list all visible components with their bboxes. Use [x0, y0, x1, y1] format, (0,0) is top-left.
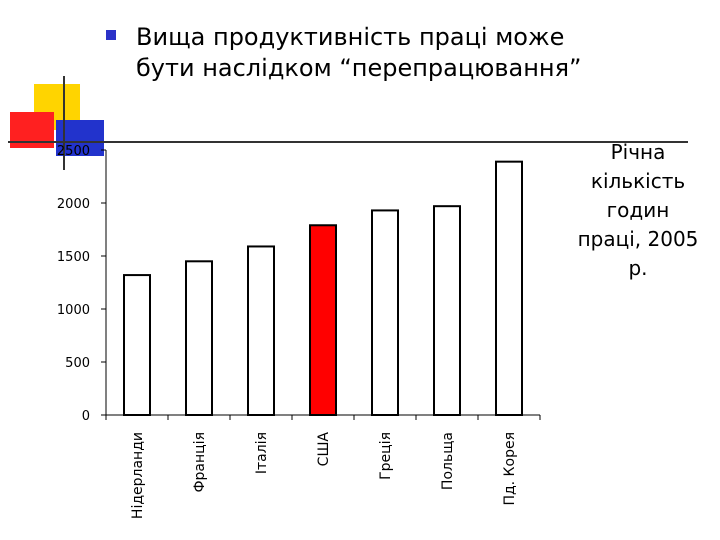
bar	[247, 245, 275, 416]
side-note-line-1: Річна	[610, 140, 666, 164]
bullet-line-1: Вища продуктивність праці може	[136, 23, 565, 51]
side-note-line-3: годин	[606, 198, 670, 222]
bullet-marker	[106, 30, 116, 40]
bullet-text: Вища продуктивність праці може бути насл…	[136, 22, 696, 84]
bar	[495, 160, 523, 416]
x-category-label: Пд. Корея	[502, 432, 518, 506]
bar	[433, 205, 461, 416]
x-category-label: Польща	[440, 432, 456, 490]
side-note: Річна кількість годин праці, 2005 р.	[560, 138, 716, 283]
y-tick-label: 500	[65, 356, 90, 371]
bullet-line-2: бути наслідком “перепрацювання”	[136, 54, 582, 82]
decor-vertical-line	[63, 76, 65, 170]
x-category-label: США	[316, 432, 332, 467]
bar	[185, 260, 213, 416]
x-category-label: Греція	[378, 432, 394, 480]
y-tick-label: 2500	[57, 144, 90, 159]
decor-horizontal-line	[8, 141, 688, 143]
side-note-line-4: праці, 2005	[577, 227, 699, 251]
bar	[309, 224, 337, 416]
x-category-label: Нідерланди	[130, 432, 146, 519]
side-note-line-2: кількість	[590, 169, 686, 193]
y-tick-label: 1000	[57, 303, 90, 318]
bar	[123, 274, 151, 416]
bar	[371, 209, 399, 416]
y-tick-label: 2000	[57, 197, 90, 212]
x-category-label: Франція	[192, 432, 208, 493]
side-note-line-5: р.	[628, 256, 648, 280]
x-category-label: Італія	[254, 432, 270, 474]
y-tick-label: 1500	[57, 250, 90, 265]
y-tick-label: 0	[82, 409, 90, 424]
